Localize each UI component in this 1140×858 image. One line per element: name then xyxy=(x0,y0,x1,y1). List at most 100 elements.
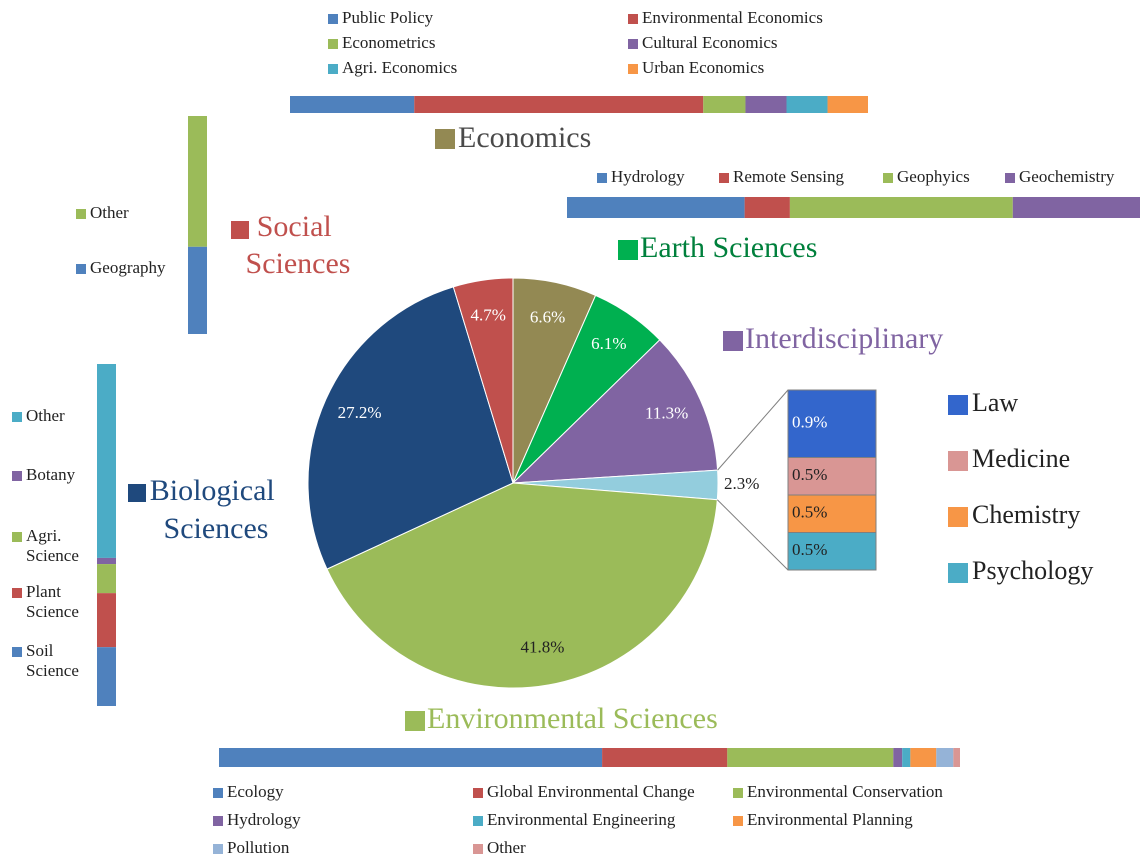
bar-segment xyxy=(602,748,728,767)
bar-segment xyxy=(188,246,207,334)
connector xyxy=(717,389,789,471)
bar-segment xyxy=(703,96,746,113)
bar-segment xyxy=(290,96,415,113)
legend-label: Other xyxy=(26,406,65,425)
bar-segment xyxy=(953,748,960,767)
group-title: Economics xyxy=(458,121,591,154)
legend-swatch xyxy=(948,563,968,583)
group-title: Interdisciplinary xyxy=(745,322,943,355)
legend-label: Cultural Economics xyxy=(642,33,778,52)
group-title: Environmental Sciences xyxy=(427,702,718,735)
legend-label: Pollution xyxy=(227,838,290,857)
legend-label: Medicine xyxy=(972,444,1070,473)
slice-label: 11.3% xyxy=(645,404,688,423)
legend-swatch xyxy=(231,221,249,239)
legend-swatch xyxy=(213,788,223,798)
bar-segment xyxy=(567,197,745,218)
bar-segment xyxy=(910,748,937,767)
legend-swatch xyxy=(76,264,86,274)
legend-label: Global Environmental Change xyxy=(487,782,695,801)
legend-swatch xyxy=(435,129,455,149)
connector xyxy=(716,499,789,571)
legend-label: Remote Sensing xyxy=(733,167,844,186)
legend-label: Other xyxy=(487,838,526,857)
bar-segment xyxy=(787,494,877,533)
bar-segment xyxy=(97,593,116,648)
bar-segment xyxy=(786,96,828,113)
legend-swatch xyxy=(723,331,743,351)
pie-slice xyxy=(326,482,718,689)
legend-label: Agri. Economics xyxy=(342,58,457,77)
legend-label: Chemistry xyxy=(972,500,1080,529)
legend-swatch xyxy=(733,788,743,798)
slice-label: 2.3% xyxy=(724,474,759,493)
legend-label: Psychology xyxy=(972,556,1093,585)
legend-swatch xyxy=(128,484,146,502)
slice-label: 6.1% xyxy=(591,334,626,353)
bar-segment xyxy=(902,748,911,767)
legend-label: Econometrics xyxy=(342,33,435,52)
legend-swatch xyxy=(618,240,638,260)
group-title: Social Sciences xyxy=(246,210,351,280)
pie-slice xyxy=(511,339,719,484)
bar-segment xyxy=(936,748,954,767)
bar-segment xyxy=(745,96,787,113)
bar-segment xyxy=(727,748,894,767)
legend-label: Botany xyxy=(26,465,76,484)
legend-label: Environmental Planning xyxy=(747,810,913,829)
legend-swatch xyxy=(628,39,638,49)
legend-label: Environmental Economics xyxy=(642,8,823,27)
legend-label: Law xyxy=(972,388,1018,417)
legend-label: Hydrology xyxy=(227,810,301,829)
legend-swatch xyxy=(12,588,22,598)
legend-swatch xyxy=(328,39,338,49)
legend-swatch xyxy=(405,711,425,731)
bar-segment xyxy=(188,116,207,247)
bar-segment xyxy=(787,457,877,496)
segment-label: 0.5% xyxy=(792,503,827,522)
legend-label: Environmental Conservation xyxy=(747,782,943,801)
legend-swatch xyxy=(76,209,86,219)
legend-label: Environmental Engineering xyxy=(487,810,676,829)
bar-segment xyxy=(893,748,903,767)
legend-label: Agri. Science xyxy=(26,526,79,565)
bar-segment xyxy=(827,96,868,113)
legend-swatch xyxy=(719,173,729,183)
legend-swatch xyxy=(12,647,22,657)
legend-swatch xyxy=(473,844,483,854)
legend-swatch xyxy=(948,395,968,415)
legend-swatch xyxy=(328,14,338,24)
bar-segment xyxy=(97,564,116,594)
pie-slice xyxy=(452,277,514,484)
legend-swatch xyxy=(628,64,638,74)
bar-segment xyxy=(1012,197,1140,218)
group-title: Earth Sciences xyxy=(640,231,817,264)
bar-segment xyxy=(97,647,116,706)
legend-label: Urban Economics xyxy=(642,58,764,77)
bar-segment xyxy=(744,197,790,218)
legend-swatch xyxy=(883,173,893,183)
slice-label: 4.7% xyxy=(471,306,506,325)
legend-swatch xyxy=(597,173,607,183)
bar-segment xyxy=(787,532,877,571)
legend-swatch xyxy=(473,788,483,798)
legend-swatch xyxy=(628,14,638,24)
legend-swatch xyxy=(1005,173,1015,183)
legend-label: Other xyxy=(90,203,129,222)
legend-label: Ecology xyxy=(227,782,284,801)
legend-swatch xyxy=(733,816,743,826)
slice-label: 41.8% xyxy=(520,637,564,656)
legend-swatch xyxy=(213,816,223,826)
bar-segment xyxy=(414,96,704,113)
legend-swatch xyxy=(12,412,22,422)
slice-label: 27.2% xyxy=(338,403,382,422)
legend-label: Geography xyxy=(90,258,166,277)
legend-swatch xyxy=(948,451,968,471)
legend-label: Geochemistry xyxy=(1019,167,1115,186)
slice-label: 6.6% xyxy=(530,307,565,326)
legend-swatch xyxy=(12,532,22,542)
group-title: Biological Sciences xyxy=(150,474,282,545)
segment-label: 0.5% xyxy=(792,465,827,484)
legend-swatch xyxy=(948,507,968,527)
bar-segment xyxy=(97,364,116,558)
